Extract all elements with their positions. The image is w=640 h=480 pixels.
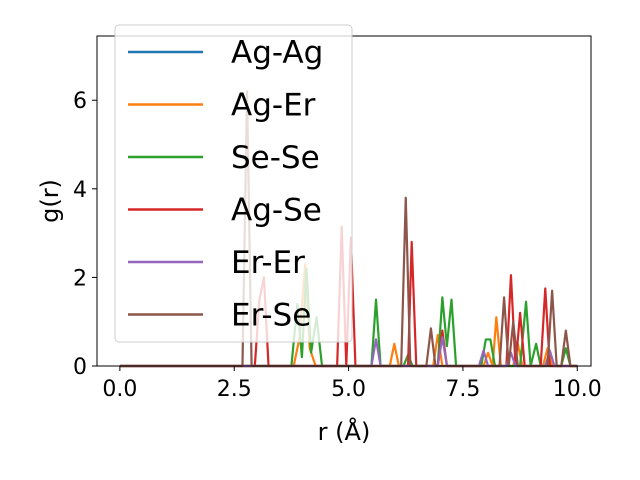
legend-label-er-er: Er-Er: [231, 245, 305, 281]
x-axis-label: r (Å): [318, 417, 371, 446]
legend-box: [114, 24, 353, 343]
x-tick-label: 0.0: [102, 377, 137, 402]
legend: Ag-Ag Ag-Er Se-Se Ag-Se Er-Er Er-Se: [114, 24, 353, 343]
series-line-se-se: [119, 267, 578, 368]
x-tick-label: 2.5: [217, 377, 252, 402]
legend-label-ag-er: Ag-Er: [231, 88, 316, 124]
x-axis: 0.0 2.5 5.0 7.5 10.0: [102, 366, 602, 402]
y-tick-label: 0: [73, 355, 87, 380]
y-axis-label: g(r): [36, 179, 64, 223]
x-tick-label: 10.0: [553, 377, 602, 402]
legend-label-ag-ag: Ag-Ag: [231, 35, 323, 71]
x-tick-label: 7.5: [445, 377, 480, 402]
y-tick-label: 6: [73, 89, 87, 114]
y-axis: 0 2 4 6: [73, 89, 97, 380]
x-tick-label: 5.0: [331, 377, 366, 402]
legend-label-er-se: Er-Se: [231, 298, 311, 334]
y-tick-label: 4: [73, 178, 87, 203]
legend-label-ag-se: Ag-Se: [231, 193, 322, 229]
y-tick-label: 2: [73, 266, 87, 291]
legend-label-se-se: Se-Se: [231, 140, 320, 176]
